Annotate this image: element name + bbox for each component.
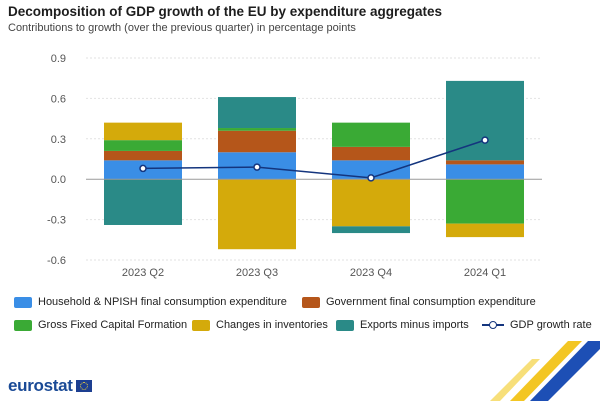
chart-area: 0.9 0.6 0.3 0.0 -0.3 -0.6 2023 Q2 2023 Q3 2023 Q…: [47, 53, 542, 279]
legend-label-gfcf: Gross Fixed Capital Formation: [38, 319, 188, 331]
bar-segment: [104, 122, 182, 141]
eu-flag-icon: [75, 380, 92, 392]
y-tick-label: 0.9: [51, 53, 66, 65]
corner-decoration: [490, 341, 600, 401]
chart-subtitle: Contributions to growth (over the previo…: [8, 22, 356, 34]
legend-item-gdp-growth[interactable]: GDP growth rate: [482, 319, 592, 331]
legend-swatch-gfcf: [14, 319, 32, 331]
logo-text: eurostat: [8, 376, 73, 395]
y-tick-label: 0.3: [51, 134, 66, 146]
x-tick-label: 2024 Q1: [464, 267, 506, 279]
x-tick-label: 2023 Q4: [350, 267, 392, 279]
gdp-growth-point: [253, 163, 261, 171]
legend-item-inventories[interactable]: Changes in inventories: [192, 319, 328, 331]
legend-item-exports[interactable]: Exports minus imports: [336, 319, 469, 331]
gdp-growth-point: [481, 136, 489, 144]
y-tick-label: -0.3: [47, 215, 66, 227]
legend-swatch-inventories: [192, 319, 210, 331]
legend-item-gfcf[interactable]: Gross Fixed Capital Formation: [14, 319, 187, 331]
bar-segment: [446, 179, 524, 224]
bar-segment: [104, 179, 182, 225]
legend-line-key-icon: [482, 319, 504, 331]
legend-label-gdp-growth: GDP growth rate: [510, 319, 592, 331]
legend-swatch-exports: [336, 319, 354, 331]
bar-segment: [446, 223, 524, 238]
legend-item-household[interactable]: Household & NPISH final consumption expe…: [14, 296, 287, 308]
bar-segment: [218, 97, 296, 129]
bar-segment: [332, 160, 410, 180]
bar-segment: [332, 122, 410, 147]
gdp-growth-line: [142, 139, 486, 179]
bar-segment: [446, 160, 524, 165]
bar-segment: [218, 128, 296, 131]
legend-swatch-household: [14, 296, 32, 308]
chart-title: Decomposition of GDP growth of the EU by…: [8, 4, 443, 19]
y-tick-label: 0.6: [51, 93, 66, 105]
x-tick-label: 2023 Q3: [236, 267, 278, 279]
bar-segment: [218, 179, 296, 250]
legend-label-household: Household & NPISH final consumption expe…: [38, 296, 287, 308]
gdp-growth-point: [139, 164, 147, 173]
legend-label-government: Government final consumption expenditure: [326, 296, 536, 308]
bar-segment: [218, 130, 296, 153]
bar-segment: [104, 140, 182, 151]
legend-swatch-government: [302, 296, 320, 308]
bar-segment: [332, 226, 410, 234]
eurostat-logo: eurostat: [8, 376, 92, 396]
y-tick-label: 0.0: [51, 174, 66, 186]
y-tick-label: -0.6: [47, 255, 66, 267]
bar-segment: [446, 80, 524, 161]
bar-segment: [332, 146, 410, 161]
bar-segment: [104, 150, 182, 161]
bar-segment: [332, 179, 410, 227]
gdp-growth-point: [367, 174, 375, 182]
legend-item-government[interactable]: Government final consumption expenditure: [302, 296, 536, 308]
legend-label-exports: Exports minus imports: [360, 319, 469, 331]
bar-segment: [446, 164, 524, 180]
x-tick-label: 2023 Q2: [122, 267, 164, 279]
legend-label-inventories: Changes in inventories: [216, 319, 328, 331]
